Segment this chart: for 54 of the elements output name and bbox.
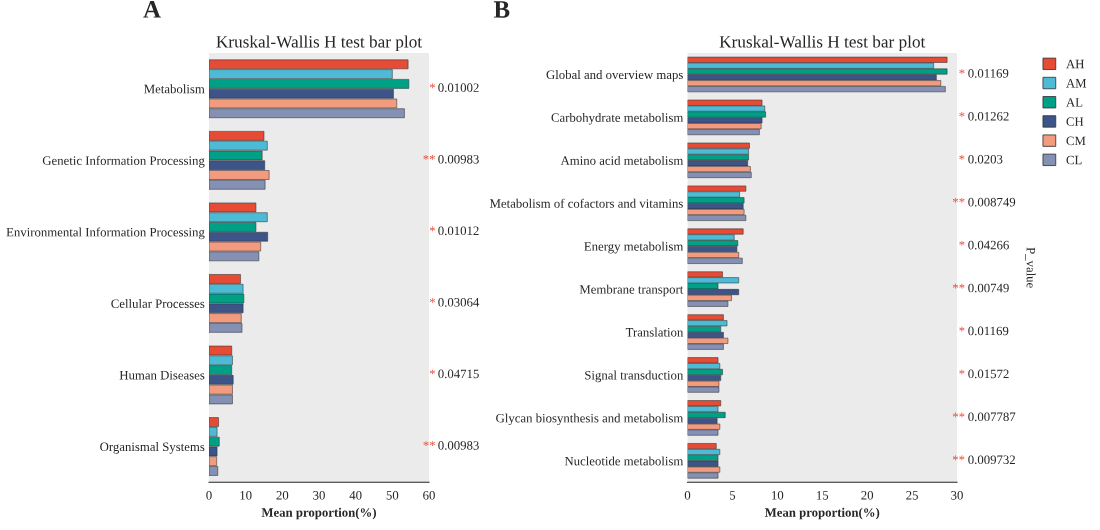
bar <box>687 142 750 149</box>
bar <box>687 343 724 350</box>
bar <box>687 240 739 247</box>
bar <box>687 466 721 473</box>
bar <box>687 252 739 258</box>
bar <box>687 417 718 424</box>
bar <box>687 314 724 321</box>
bar <box>687 257 743 264</box>
bar <box>687 117 763 124</box>
bar <box>687 337 729 344</box>
bar <box>687 386 720 393</box>
bar <box>687 357 719 364</box>
bar <box>687 80 942 87</box>
bar <box>687 185 747 192</box>
text: B <box>493 1 510 18</box>
bar <box>687 363 721 370</box>
bar <box>687 166 751 173</box>
bar <box>687 423 721 430</box>
bar <box>687 326 722 333</box>
bar <box>687 209 745 216</box>
bar <box>687 148 749 155</box>
bar <box>687 191 740 198</box>
bar <box>687 429 719 436</box>
bar <box>687 300 729 307</box>
bar <box>687 289 739 296</box>
bar <box>687 443 717 450</box>
bar <box>687 160 748 167</box>
bar <box>687 123 762 130</box>
bar <box>687 105 766 112</box>
chart-title: Kruskal-Wallis H test bar plot <box>719 35 926 52</box>
bar <box>687 154 749 161</box>
bar <box>687 99 763 106</box>
text: A <box>143 1 161 18</box>
bar <box>687 246 738 253</box>
chart-title: Kruskal-Wallis H test bar plot <box>216 35 422 52</box>
bar <box>687 68 948 75</box>
bar <box>687 369 723 376</box>
bar <box>687 277 739 284</box>
bar <box>687 56 948 63</box>
bar <box>687 214 747 221</box>
bar <box>687 197 745 204</box>
bar <box>687 472 719 479</box>
bar <box>687 111 766 118</box>
bar <box>687 406 719 413</box>
bar <box>687 380 720 387</box>
bar <box>687 203 744 210</box>
bar <box>687 320 728 327</box>
bar <box>687 400 722 407</box>
bar <box>687 172 752 178</box>
bar <box>687 460 719 467</box>
bar <box>687 449 721 456</box>
bar <box>687 228 744 235</box>
bar <box>687 129 760 136</box>
bar <box>687 86 946 93</box>
